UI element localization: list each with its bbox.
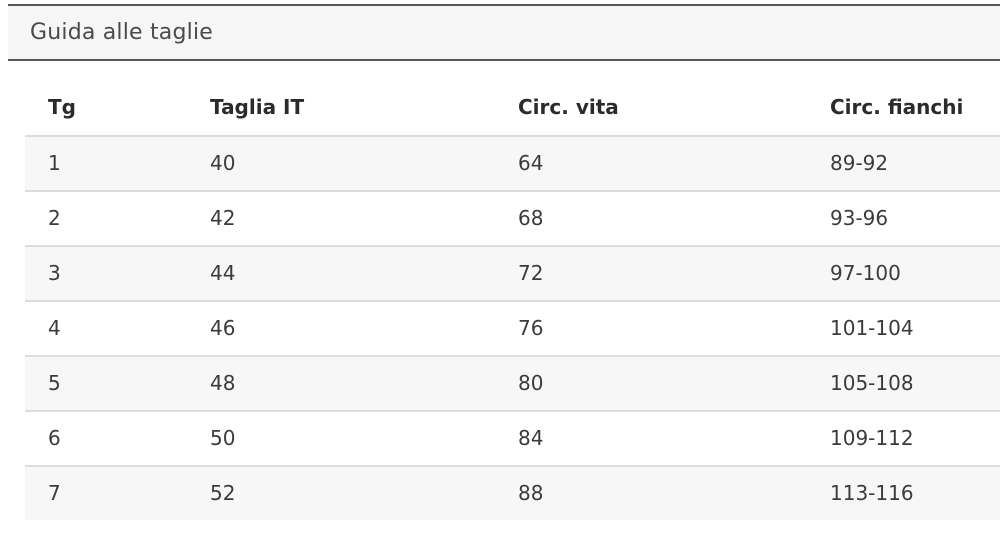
table-cell: 76 bbox=[518, 316, 544, 340]
table-cell: 52 bbox=[210, 481, 236, 505]
table-cell: 48 bbox=[210, 371, 236, 395]
table-cell: 97-100 bbox=[830, 261, 901, 285]
table-cell: 89-92 bbox=[830, 151, 889, 175]
table-cell: 80 bbox=[518, 371, 544, 395]
table-cell: 4 bbox=[48, 316, 61, 340]
table-cell: 42 bbox=[210, 206, 236, 230]
column-header: Circ. vita bbox=[518, 95, 619, 119]
size-guide-table-container: Tg Taglia IT Circ. vita Circ. fianchi 1 40 64… bbox=[25, 83, 1000, 520]
table-cell: 68 bbox=[518, 206, 544, 230]
table-row: 4 46 76 101-104 bbox=[25, 301, 1000, 356]
table-cell: 7 bbox=[48, 481, 61, 505]
table-cell: 72 bbox=[518, 261, 544, 285]
table-row: 2 42 68 93-96 bbox=[25, 191, 1000, 246]
table-cell: 2 bbox=[48, 206, 61, 230]
column-header: Tg bbox=[48, 95, 76, 119]
table-cell: 84 bbox=[518, 426, 544, 450]
table-cell: 64 bbox=[518, 151, 544, 175]
table-cell: 40 bbox=[210, 151, 236, 175]
size-guide-header: Guida alle taglie bbox=[8, 4, 1000, 61]
column-header: Taglia IT bbox=[210, 95, 305, 119]
size-guide-title: Guida alle taglie bbox=[30, 20, 214, 45]
table-cell: 105-108 bbox=[830, 371, 914, 395]
table-cell: 1 bbox=[48, 151, 61, 175]
table-cell: 101-104 bbox=[830, 316, 914, 340]
table-header-row: Tg Taglia IT Circ. vita Circ. fianchi bbox=[25, 83, 1000, 136]
table-row: 7 52 88 113-116 bbox=[25, 466, 1000, 520]
table-row: 5 48 80 105-108 bbox=[25, 356, 1000, 411]
size-guide-table: Tg Taglia IT Circ. vita Circ. fianchi 1 40 64… bbox=[25, 83, 1000, 520]
table-cell: 50 bbox=[210, 426, 236, 450]
table-cell: 5 bbox=[48, 371, 61, 395]
table-cell: 3 bbox=[48, 261, 61, 285]
table-cell: 46 bbox=[210, 316, 236, 340]
table-cell: 88 bbox=[518, 481, 544, 505]
table-cell: 44 bbox=[210, 261, 236, 285]
table-row: 1 40 64 89-92 bbox=[25, 136, 1000, 191]
table-row: 3 44 72 97-100 bbox=[25, 246, 1000, 301]
table-cell: 113-116 bbox=[830, 481, 914, 505]
column-header: Circ. fianchi bbox=[830, 95, 964, 119]
table-cell: 109-112 bbox=[830, 426, 914, 450]
table-cell: 93-96 bbox=[830, 206, 889, 230]
table-row: 6 50 84 109-112 bbox=[25, 411, 1000, 466]
table-cell: 6 bbox=[48, 426, 61, 450]
